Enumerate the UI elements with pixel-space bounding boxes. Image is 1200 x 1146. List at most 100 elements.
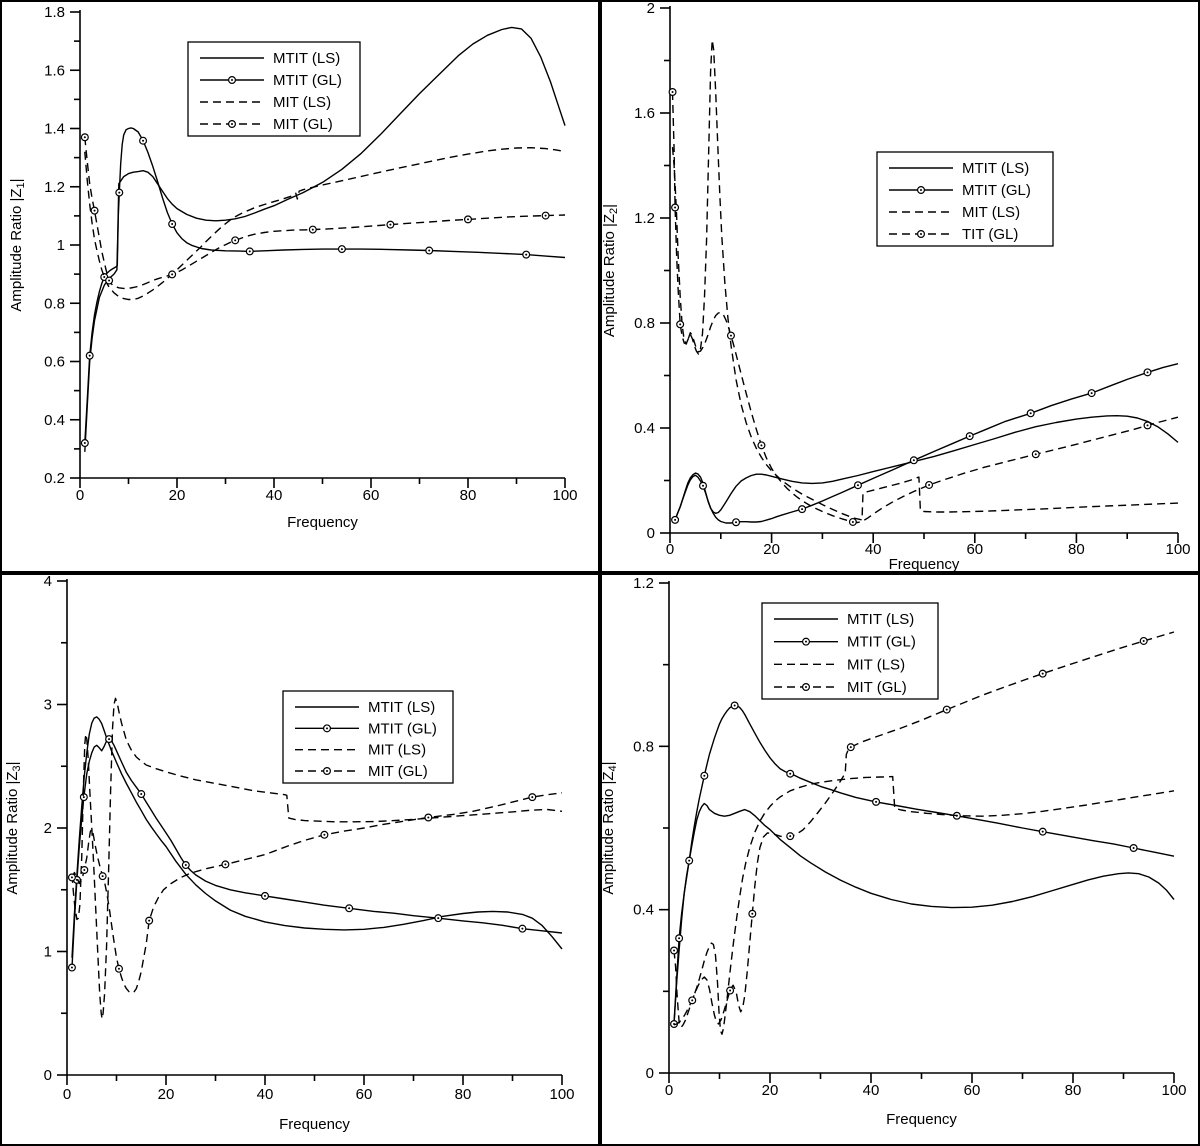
y-tick-label: 0.4 (44, 412, 65, 429)
axes (57, 579, 563, 1085)
x-tick-label: 60 (964, 1082, 981, 1099)
series-line (84, 147, 566, 301)
data-point-marker-dot (103, 276, 106, 279)
x-tick-label: 0 (666, 541, 674, 558)
data-point-marker-dot (671, 91, 674, 93)
data-point-marker-dot (1034, 453, 1037, 456)
axes (70, 10, 566, 488)
data-point-marker-dot (93, 209, 96, 212)
series-mtit-ls (674, 415, 1179, 521)
data-point-marker-dot (224, 863, 227, 866)
data-point-marker-dot (912, 459, 915, 462)
x-tick-label: 20 (158, 1086, 175, 1103)
series-line (71, 697, 563, 1020)
x-tick-label: 0 (76, 487, 84, 504)
data-point-marker-dot (521, 927, 524, 930)
data-point-marker-dot (148, 919, 151, 922)
legend-label: MIT (LS) (273, 94, 331, 111)
x-tick-label: 20 (762, 1082, 779, 1099)
y-tick-label: 0 (44, 1067, 52, 1084)
data-point-marker-dot (875, 800, 878, 803)
data-point-marker-dot (1041, 830, 1044, 833)
data-point-marker-dot (729, 334, 732, 337)
data-point-marker-dot (544, 214, 547, 217)
data-point-marker-dot (1146, 371, 1149, 374)
data-point-marker-dot (427, 816, 430, 819)
data-point-marker-dot (729, 989, 732, 992)
y-tick-label: 0 (646, 1065, 654, 1082)
y-tick-label: 0.8 (44, 295, 65, 312)
data-point-marker-dot (340, 248, 343, 251)
legend-marker-sample-dot (920, 189, 922, 191)
data-point-marker-dot (678, 937, 681, 940)
x-tick-label: 60 (966, 541, 983, 558)
x-tick-label: 0 (665, 1082, 673, 1099)
data-point-marker-dot (108, 738, 111, 741)
legend-marker-sample-dot (920, 233, 922, 235)
legend: MTIT (LS) MTIT (GL) MIT (LS) TIT (GL) (876, 151, 1054, 247)
y-tick-label: 1 (44, 944, 52, 961)
legend-label: MIT (GL) (847, 679, 907, 696)
x-axis-title: Frequency (886, 1111, 957, 1128)
legend-label: MTIT (LS) (962, 160, 1029, 177)
data-point-marker-dot (856, 484, 859, 487)
series-line (673, 775, 1175, 1035)
x-tick-label: 60 (363, 487, 380, 504)
y-tick-label: 0.2 (44, 470, 65, 487)
legend-label: MTIT (GL) (847, 634, 916, 651)
series-line (71, 716, 563, 958)
x-tick-label: 100 (552, 487, 577, 504)
legend-label: MIT (LS) (368, 742, 426, 759)
y-tick-label: 4 (44, 573, 52, 590)
legend-marker-sample-dot (805, 686, 807, 688)
panel-border (0, 573, 600, 1146)
series-mit-ls (671, 39, 1179, 521)
data-point-marker-dot (428, 249, 431, 252)
legend-label: MIT (LS) (847, 656, 905, 673)
data-point-marker-dot (531, 796, 534, 799)
legend: MTIT (LS) MTIT (GL) MIT (LS) MIT (GL) (282, 690, 454, 784)
data-point-marker-dot (1029, 412, 1032, 415)
data-point-marker-dot (945, 708, 948, 711)
y-axis-title: Amplitude Ratio |Z2| (601, 204, 620, 337)
x-tick-label: 20 (763, 541, 780, 558)
data-point-marker-dot (83, 136, 86, 139)
data-point-marker-dot (691, 999, 694, 1002)
series-mit-ls (84, 147, 566, 301)
series-mit-gl (670, 631, 1175, 1028)
data-point-marker-dot (673, 949, 676, 952)
data-point-marker-dot (801, 508, 804, 511)
series-mtit-gl (670, 701, 1175, 1029)
series-mit-gl (80, 133, 566, 290)
data-point-marker-dot (248, 250, 251, 253)
data-point-marker-dot (70, 876, 73, 879)
series-mtit-ls (84, 26, 566, 452)
x-tick-label: 100 (1165, 541, 1190, 558)
series-tit-gl (668, 87, 1179, 526)
y-tick-label: 1.6 (44, 62, 65, 79)
data-point-marker-dot (437, 917, 440, 920)
x-tick-label: 100 (549, 1086, 574, 1103)
y-tick-label: 0.4 (633, 902, 654, 919)
data-point-marker-dot (184, 864, 187, 867)
legend-marker-sample-dot (326, 770, 328, 772)
legend-marker-sample-dot (805, 640, 807, 643)
legend-label: MTIT (LS) (368, 699, 435, 716)
data-point-marker-dot (928, 483, 931, 486)
x-tick-label: 40 (865, 541, 882, 558)
data-point-marker-dot (1090, 392, 1093, 395)
chart-panel-bottom-left: 0 20 40 60 80 100 0 1 2 3 4 Frequency Amplitude Rati… (0, 573, 600, 1146)
series-line (671, 39, 1179, 521)
data-point-marker-dot (1146, 424, 1149, 427)
y-tick-label: 0.8 (633, 738, 654, 755)
data-point-marker-dot (117, 967, 120, 970)
legend-label: MIT (GL) (368, 763, 428, 780)
data-point-marker-dot (118, 191, 121, 194)
data-point-marker-dot (82, 796, 85, 799)
y-tick-label: 2 (647, 0, 655, 17)
series-line (674, 415, 1179, 521)
y-tick-label: 0.8 (634, 315, 655, 332)
data-point-marker-dot (348, 907, 351, 910)
data-point-marker-dot (88, 354, 91, 357)
